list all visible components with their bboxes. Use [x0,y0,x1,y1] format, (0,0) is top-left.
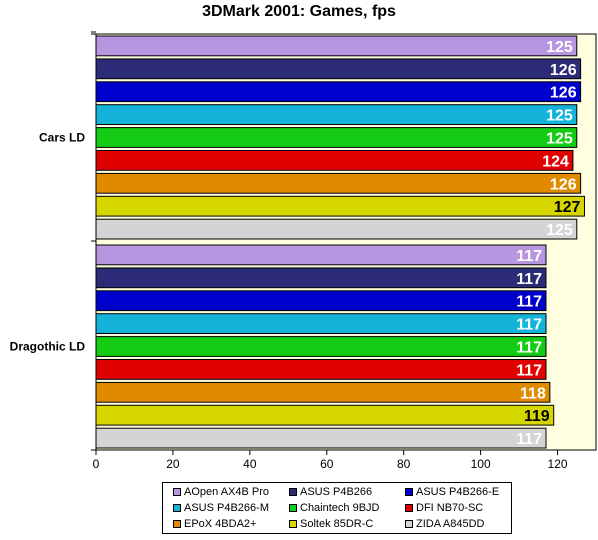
legend-swatch [289,520,297,528]
data-label: 117 [516,271,542,288]
bar [95,150,574,171]
chart-title: 3DMark 2001: Games, fps [202,3,396,20]
bar [95,404,555,426]
bar [95,381,551,403]
legend-swatch [173,488,181,496]
legend-swatch [405,504,413,512]
legend-label: ASUS P4B266-M [184,502,269,514]
x-tick-label: 100 [471,457,491,471]
data-label: 126 [550,85,577,102]
bar [95,104,578,125]
legend-swatch [405,488,413,496]
data-label: 125 [546,131,573,148]
bar [95,336,547,357]
legend-label: EPoX 4BDA2+ [184,518,257,530]
legend-label: ZIDA A845DD [416,518,485,530]
x-tick-label: 40 [243,457,257,471]
data-label: 117 [516,317,542,334]
bar [95,359,547,380]
data-label: 117 [516,431,542,448]
category-label: Cars LD [39,131,85,145]
legend-swatch [289,488,297,496]
x-tick-label: 80 [397,457,411,471]
bar [95,81,582,103]
x-tick-label: 60 [320,457,334,471]
bar [95,427,547,449]
bar [95,267,547,289]
bar [95,127,578,148]
data-label: 124 [542,153,569,170]
data-label: 125 [546,39,573,56]
data-label: 117 [516,340,542,357]
legend-label: Soltek 85DR-C [300,518,374,530]
data-label: 118 [520,385,546,402]
legend-swatch [405,520,413,528]
bar [95,313,547,335]
bar [95,195,585,217]
bar [95,172,582,194]
legend-label: DFI NB70-SC [416,502,484,514]
legend-swatch [173,504,181,512]
data-label: 125 [546,108,573,125]
plot-area [95,33,597,451]
data-label: 126 [550,176,577,193]
category-label: Dragothic LD [10,340,86,354]
legend-label: ASUS P4B266-E [416,486,500,498]
legend-swatch [289,504,297,512]
legend-label: ASUS P4B266 [300,486,373,498]
bar [95,58,582,80]
data-label: 126 [550,62,577,79]
legend-swatch [173,520,181,528]
legend-label: Chaintech 9BJD [300,502,380,514]
data-label: 117 [516,248,542,265]
x-tick-label: 20 [166,457,180,471]
bar [95,290,547,312]
bar [95,35,578,57]
legend-label: AOpen AX4B Pro [184,486,269,498]
x-tick-label: 120 [548,457,568,471]
bar [95,218,578,240]
x-tick-label: 0 [93,457,100,471]
data-label: 119 [524,408,550,425]
bar [95,244,547,266]
data-label: 127 [554,199,581,216]
data-label: 117 [516,294,542,311]
data-label: 117 [516,362,542,379]
data-label: 125 [546,222,573,239]
legend: AOpen AX4B Pro ASUS P4B266 ASUS P4B266-E AS… [162,482,512,534]
